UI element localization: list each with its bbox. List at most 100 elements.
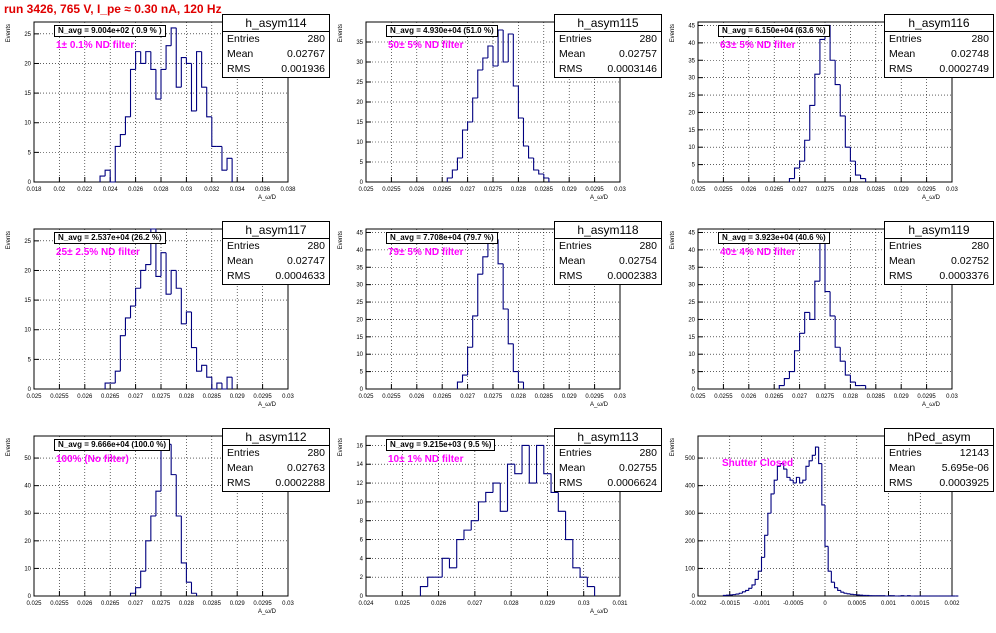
n-avg-label: N_avg = 4.930e+04 (51.0 %) <box>386 25 498 37</box>
y-tick-label: 100 <box>685 566 696 572</box>
x-tick-label: 0.025 <box>358 187 374 193</box>
histogram-bin <box>176 475 181 516</box>
mean-value: 0.02763 <box>287 461 325 476</box>
y-tick-label: 45 <box>688 23 695 29</box>
entries-label: Entries <box>559 446 592 461</box>
histogram-bin <box>442 558 449 577</box>
histogram-bin <box>847 593 850 594</box>
histogram-bin <box>151 52 156 70</box>
y-tick-label: 20 <box>24 268 31 274</box>
x-axis-label: A_ω/D <box>922 195 941 201</box>
histogram-bin <box>471 521 478 530</box>
histogram-bin <box>789 372 794 379</box>
x-axis-label: A_ω/D <box>258 609 277 615</box>
x-tick-label: 0.026 <box>409 187 425 193</box>
histogram-bin <box>141 52 146 64</box>
histogram-bin <box>774 480 777 494</box>
y-tick-label: 8 <box>360 519 364 525</box>
histogram-bin <box>500 483 507 511</box>
histogram-bin <box>810 105 815 140</box>
x-tick-label: 0.03 <box>578 601 590 607</box>
x-tick-label: -0.002 <box>689 601 707 607</box>
y-tick-label: 40 <box>688 248 695 254</box>
histogram-bin <box>779 386 784 389</box>
histogram-bin <box>120 336 125 372</box>
histogram-bin <box>457 158 462 170</box>
rms-label: RMS <box>559 62 582 77</box>
mean-label: Mean <box>889 461 915 476</box>
histogram-bin <box>806 466 809 480</box>
x-tick-label: 0.036 <box>255 187 271 193</box>
y-axis-label: Events <box>338 24 344 42</box>
x-tick-label: 0.025 <box>395 601 411 607</box>
y-tick-label: 20 <box>688 110 695 116</box>
rms-label: RMS <box>227 476 250 491</box>
x-tick-label: 0.029 <box>894 187 910 193</box>
histogram-bin <box>587 577 594 586</box>
histogram-bin <box>508 309 513 344</box>
histogram-bin <box>835 582 838 588</box>
histogram-bin <box>752 585 755 588</box>
histogram-bin <box>463 130 468 158</box>
x-tick-label: 0.029 <box>562 187 578 193</box>
entries-label: Entries <box>559 32 592 47</box>
y-tick-label: 15 <box>24 91 31 97</box>
x-tick-label: 0.0255 <box>50 601 69 607</box>
y-tick-label: 10 <box>356 140 363 146</box>
x-tick-label: 0.0275 <box>484 394 503 400</box>
histogram-bin <box>736 594 739 595</box>
y-tick-label: 20 <box>688 317 695 323</box>
histogram-bin <box>762 557 765 571</box>
y-tick-label: 4 <box>360 556 364 562</box>
x-tick-label: 0.0275 <box>152 394 171 400</box>
histogram-bin <box>212 377 217 389</box>
x-tick-label: 0.029 <box>230 394 246 400</box>
x-tick-label: 0.027 <box>128 601 144 607</box>
mean-label: Mean <box>559 47 585 62</box>
histogram-bin <box>508 34 513 62</box>
histogram-bin <box>161 450 166 491</box>
y-tick-label: 10 <box>688 352 695 358</box>
x-tick-label: 0.001 <box>881 601 897 607</box>
n-avg-label: N_avg = 3.923e+04 (40.6 %) <box>718 232 830 244</box>
y-tick-label: 0 <box>360 180 364 186</box>
x-tick-label: 0.026 <box>741 394 757 400</box>
x-tick-label: 0.0285 <box>203 601 222 607</box>
y-tick-label: 20 <box>24 61 31 67</box>
y-tick-label: 500 <box>685 456 696 462</box>
x-tick-label: 0.029 <box>894 394 910 400</box>
x-tick-label: 0.028 <box>511 187 527 193</box>
x-axis-label: A_ω/D <box>590 402 609 408</box>
y-tick-label: 10 <box>24 121 31 127</box>
x-tick-label: 0.025 <box>690 394 706 400</box>
y-axis-label: Events <box>670 24 676 42</box>
rms-value: 0.0002383 <box>607 269 657 284</box>
entries-label: Entries <box>227 32 260 47</box>
x-tick-label: 0.03 <box>614 187 626 193</box>
histogram-bin <box>850 594 853 595</box>
histogram-bin <box>522 445 529 473</box>
histogram-bin <box>809 461 812 467</box>
n-avg-label: N_avg = 6.150e+04 (63.6 %) <box>718 25 830 37</box>
x-tick-label: 0.0295 <box>917 394 936 400</box>
histogram-bin <box>478 274 483 316</box>
histogram-bin <box>723 595 726 596</box>
mean-label: Mean <box>227 47 253 62</box>
histogram-bin <box>115 371 120 383</box>
rms-label: RMS <box>889 269 912 284</box>
histogram-bin <box>850 147 855 161</box>
x-tick-label: 0.0255 <box>382 394 401 400</box>
x-tick-label: 0.0265 <box>101 394 120 400</box>
y-tick-label: 12 <box>356 481 363 487</box>
histogram-bin <box>146 541 151 571</box>
mean-label: Mean <box>559 254 585 269</box>
histogram-bin <box>544 174 549 178</box>
y-tick-label: 0 <box>692 180 696 186</box>
x-tick-label: 0.03 <box>946 187 958 193</box>
histogram-bin <box>146 52 151 64</box>
histogram-bin <box>447 178 452 182</box>
